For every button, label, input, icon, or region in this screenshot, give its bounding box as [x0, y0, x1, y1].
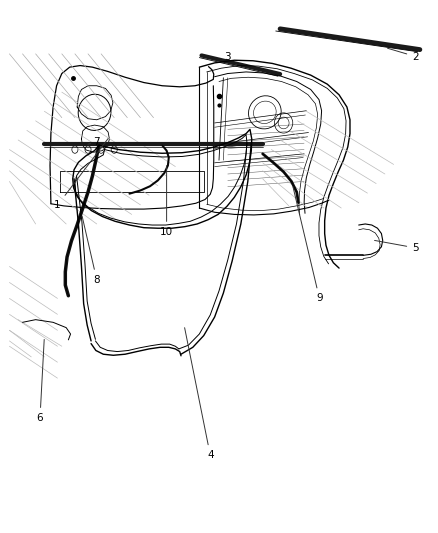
- Text: 9: 9: [293, 187, 323, 303]
- Text: 4: 4: [185, 328, 214, 460]
- Text: 8: 8: [82, 216, 100, 285]
- Text: 7: 7: [88, 136, 100, 147]
- Text: 3: 3: [224, 52, 237, 65]
- Text: 1: 1: [54, 139, 108, 211]
- Text: 2: 2: [388, 49, 419, 61]
- Text: 5: 5: [374, 240, 419, 253]
- Text: 6: 6: [37, 340, 44, 423]
- Text: 10: 10: [160, 166, 173, 237]
